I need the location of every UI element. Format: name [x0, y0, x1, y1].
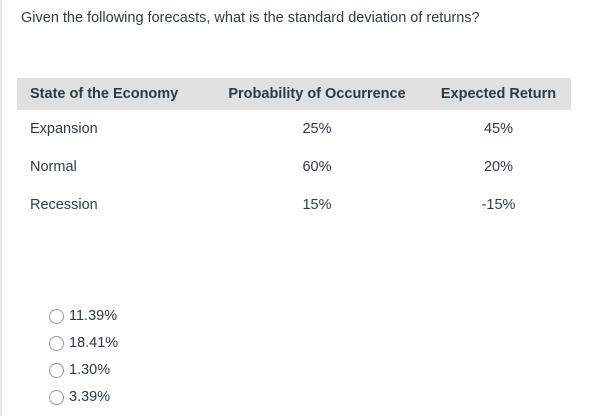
cell-state: Expansion [30, 121, 98, 137]
cell-expected-return: 20% [483, 159, 514, 175]
cell-expected-return: -15% [481, 197, 516, 213]
answer-option-label: 3.39% [69, 389, 111, 405]
answer-option-label: 11.39% [69, 308, 118, 324]
table-header-row: State of the Economy Probability of Occu… [17, 78, 571, 110]
table-row: Expansion 25% 45% [17, 110, 571, 148]
radio-button-icon[interactable] [49, 309, 64, 324]
cell-expected-return: 45% [483, 121, 514, 137]
forecast-table: State of the Economy Probability of Occu… [17, 78, 571, 224]
cell-probability: 15% [302, 197, 332, 213]
header-state-of-economy: State of the Economy [17, 78, 208, 110]
cell-state: Normal [30, 159, 77, 175]
question-text: Given the following forecasts, what is t… [21, 10, 480, 26]
radio-button-icon[interactable] [49, 363, 64, 378]
radio-button-icon[interactable] [49, 336, 64, 351]
answer-option-label: 18.41% [69, 335, 119, 351]
answer-option-2[interactable]: 18.41% [49, 330, 615, 357]
answer-option-1[interactable]: 11.39% [49, 303, 615, 330]
answer-option-3[interactable]: 1.30% [49, 357, 615, 384]
header-probability-occurrence: Probability of Occurrence [208, 78, 426, 110]
radio-button-icon[interactable] [49, 390, 64, 405]
header-expected-return: Expected Return [426, 78, 571, 110]
cell-state: Recession [30, 197, 98, 213]
answer-option-4[interactable]: 3.39% [49, 384, 615, 411]
answer-options: 11.39% 18.41% 1.30% 3.39% [49, 303, 615, 411]
table-row: Normal 60% 20% [17, 148, 571, 186]
table-row: Recession 15% -15% [17, 186, 571, 224]
answer-option-label: 1.30% [69, 362, 111, 378]
cell-probability: 60% [302, 159, 332, 175]
cell-probability: 25% [302, 121, 332, 137]
